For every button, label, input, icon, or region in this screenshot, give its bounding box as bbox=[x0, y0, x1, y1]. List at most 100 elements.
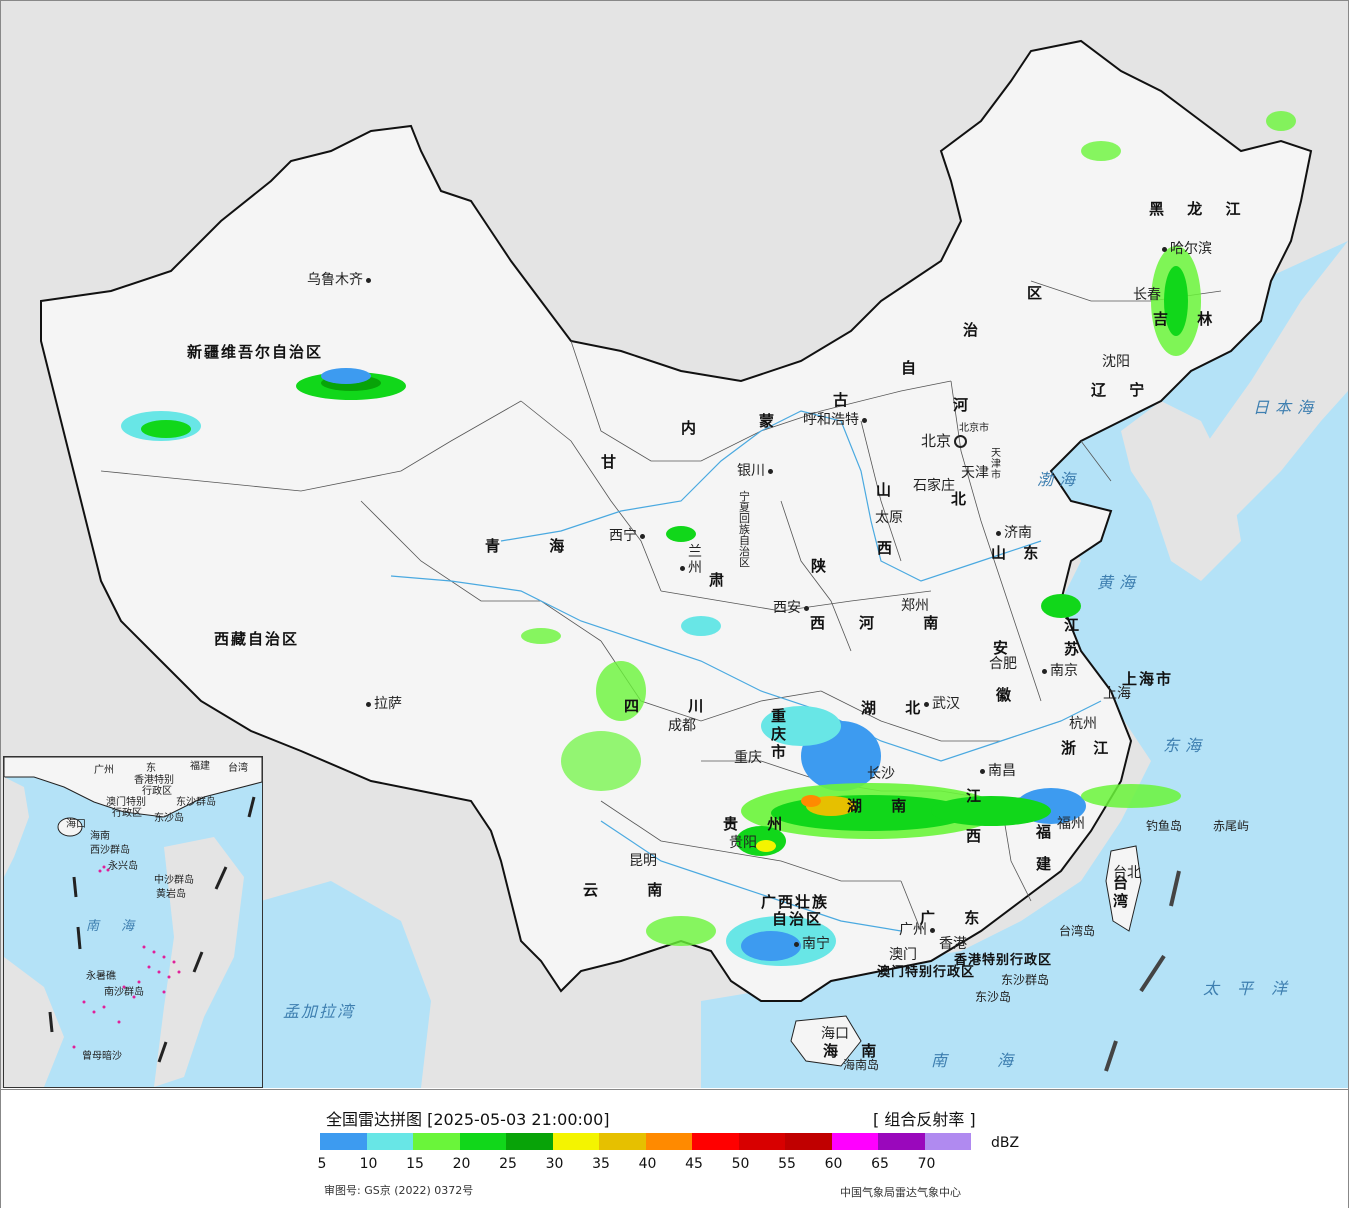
island-label: 东沙群岛 bbox=[1001, 973, 1050, 987]
inset-label: 东 bbox=[146, 763, 156, 774]
province-label: 青 海 bbox=[485, 537, 567, 555]
color-swatch bbox=[785, 1133, 832, 1150]
map-approval-number: 审图号: GS京 (2022) 0372号 bbox=[324, 1184, 474, 1197]
color-swatch bbox=[831, 1133, 878, 1150]
inset-label: 南沙群岛 bbox=[104, 987, 144, 998]
color-swatch bbox=[878, 1133, 925, 1150]
province-label: 浙 江 bbox=[1061, 739, 1111, 757]
city-label: 昆明 bbox=[629, 853, 657, 869]
province-label: 云 南 bbox=[583, 881, 665, 899]
city-label: 南昌 bbox=[977, 760, 1016, 780]
legend: 全国雷达拼图 [2025-05-03 21:00:00] [ 组合反射率 ] d… bbox=[1, 1089, 1348, 1208]
province-label: 湖 北 bbox=[861, 699, 923, 717]
scale-tick-label: 60 bbox=[824, 1156, 843, 1172]
inset-label: 永暑礁 bbox=[86, 971, 116, 982]
inset-label: 黄岩岛 bbox=[156, 889, 186, 900]
sea-label: 东海 bbox=[1163, 736, 1208, 755]
city-label: 兰州 bbox=[677, 544, 702, 576]
color-swatch bbox=[552, 1133, 599, 1150]
scale-tick-label: 65 bbox=[871, 1156, 889, 1172]
scale-tick-label: 15 bbox=[406, 1156, 424, 1172]
province-label: 山 bbox=[876, 481, 894, 499]
province-label: 西 bbox=[810, 614, 828, 632]
province-label: 北 bbox=[951, 490, 969, 508]
province-label: 自治区 bbox=[772, 910, 824, 928]
color-swatch bbox=[320, 1133, 367, 1150]
hainan-land bbox=[790, 1015, 862, 1067]
city-label: 杭州 bbox=[1069, 716, 1097, 732]
city-label: 乌鲁木齐 bbox=[307, 269, 374, 289]
inset-label: 行政区 bbox=[142, 786, 172, 797]
sea-label: 日本海 bbox=[1253, 398, 1320, 417]
legend-unit: dBZ bbox=[991, 1135, 1020, 1151]
province-label: 山 东 bbox=[991, 544, 1041, 562]
city-label: 天津市 bbox=[991, 448, 1001, 481]
inset-label: 行政区 bbox=[112, 808, 142, 819]
city-label: 石家庄 bbox=[913, 478, 955, 494]
color-scale bbox=[320, 1133, 971, 1150]
city-label: 哈尔滨 bbox=[1159, 238, 1212, 258]
province-label: 台湾 bbox=[1113, 874, 1131, 910]
province-label: 江 bbox=[1064, 616, 1082, 634]
color-swatch bbox=[413, 1133, 460, 1150]
province-label: 上海市 bbox=[1122, 670, 1174, 688]
island-label: 钓鱼岛 bbox=[1146, 819, 1183, 833]
province-label: 苏 bbox=[1064, 640, 1082, 658]
japan-land bbox=[1181, 241, 1348, 521]
city-label: 太原 bbox=[875, 510, 903, 526]
province-label: 江 西 bbox=[966, 787, 984, 845]
korea-land bbox=[1121, 401, 1241, 581]
south-china-sea-inset: 广州 东 福建 台湾 香港特别 行政区 澳门特别 行政区 东沙群岛 东沙岛 海口… bbox=[3, 756, 263, 1088]
province-label: 福 建 bbox=[1036, 823, 1054, 873]
inset-label: 福建 bbox=[190, 761, 210, 772]
inset-label: 东沙岛 bbox=[154, 813, 184, 824]
province-label: 西藏自治区 bbox=[214, 630, 300, 648]
scale-tick-label: 25 bbox=[499, 1156, 517, 1172]
city-label: 拉萨 bbox=[363, 693, 402, 713]
inset-label: 曾母暗沙 bbox=[82, 1051, 122, 1062]
city-label: 广州 bbox=[899, 919, 938, 939]
province-label: 徽 bbox=[996, 686, 1014, 704]
scale-tick-label: 35 bbox=[592, 1156, 610, 1172]
inset-label: 永兴岛 bbox=[108, 861, 138, 872]
color-swatch bbox=[692, 1133, 739, 1150]
city-label: 长沙 bbox=[867, 766, 895, 782]
island-label: 赤尾屿 bbox=[1213, 819, 1250, 833]
island-label: 台湾岛 bbox=[1059, 924, 1096, 938]
city-label: 重庆 bbox=[734, 750, 762, 766]
inset-label: 海口 bbox=[66, 819, 86, 830]
province-label: 区 bbox=[1027, 284, 1045, 302]
maritime-boundaries bbox=[1104, 870, 1181, 1072]
province-label: 黑 龙 江 bbox=[1149, 200, 1243, 218]
city-label: 济南 bbox=[993, 522, 1032, 542]
ocean-bengal bbox=[261, 881, 431, 1088]
province-label: 四 川 bbox=[624, 697, 706, 715]
province-label: 辽 宁 bbox=[1091, 381, 1147, 399]
province-label: 海 南 bbox=[823, 1042, 879, 1060]
color-swatch bbox=[924, 1133, 971, 1150]
province-label: 河 南 bbox=[859, 614, 941, 632]
city-label: 南宁 bbox=[791, 933, 830, 953]
inset-label: 海南 bbox=[90, 831, 110, 842]
credit-label: 中国气象局雷达气象中心 bbox=[840, 1186, 961, 1199]
city-label: 上海 bbox=[1103, 686, 1131, 702]
map-basemap bbox=[40, 39, 1348, 1088]
city-label: 成都 bbox=[668, 718, 696, 734]
city-label: 合肥 bbox=[989, 656, 1017, 672]
city-label: 西宁 bbox=[609, 525, 648, 545]
scale-tick-label: 5 bbox=[317, 1156, 327, 1172]
city-label: 武汉 bbox=[921, 693, 960, 713]
city-label: 天津 bbox=[961, 465, 989, 481]
radar-echoes bbox=[121, 111, 1296, 966]
sea-label: 南海 bbox=[931, 1051, 1064, 1070]
city-label: 香港 bbox=[939, 936, 967, 952]
radar-map: 新疆维吾尔自治区 西藏自治区 青 海 甘 肃 内 蒙 古 自 治 区 黑 龙 江… bbox=[1, 1, 1348, 1088]
city-label: 澳门 bbox=[889, 947, 917, 963]
city-label: 长春 bbox=[1133, 287, 1161, 303]
city-label: 贵阳 bbox=[729, 835, 757, 851]
inset-label: 广州 bbox=[94, 765, 114, 776]
province-label: 贵 州 bbox=[723, 815, 785, 833]
scale-tick-label: 30 bbox=[545, 1156, 564, 1172]
inset-basemap bbox=[4, 757, 262, 1087]
